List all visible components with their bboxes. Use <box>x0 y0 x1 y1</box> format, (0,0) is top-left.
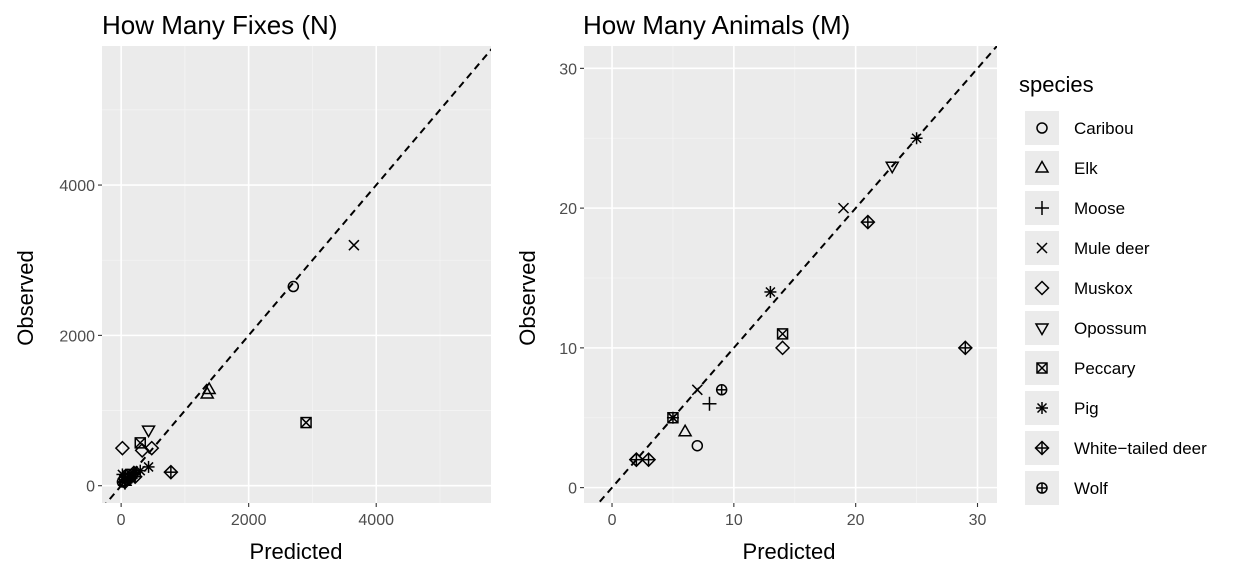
data-points <box>114 239 360 490</box>
y-tick-label: 2000 <box>59 328 95 345</box>
reference-line <box>597 46 997 503</box>
point-muskox <box>144 440 160 456</box>
wolf-legend-icon <box>1036 482 1048 494</box>
legend-key-background <box>1025 111 1059 145</box>
point-muskox <box>775 340 791 356</box>
scatter-plot-animals: How Many Animals (M) 0 10 20 30 0 10 20 30 Pred… <box>515 10 997 564</box>
legend-item-caribou: Caribou <box>1025 111 1134 145</box>
x-tick-label: 20 <box>847 512 865 529</box>
point-wolf <box>126 468 139 481</box>
legend-label: Opossum <box>1074 319 1147 338</box>
point-white-tailed-deer <box>641 452 657 468</box>
point-opossum <box>884 161 900 175</box>
y-tick-label: 30 <box>559 61 577 78</box>
point-pig <box>666 411 679 424</box>
chart-title: How Many Fixes (N) <box>102 10 337 40</box>
x-tick-label: 4000 <box>358 512 394 529</box>
x-tick-label: 0 <box>117 512 126 529</box>
y-axis-title: Observed <box>13 250 38 345</box>
chart-title: How Many Animals (M) <box>583 10 850 40</box>
legend-items: Caribou Elk Moose Mule deer Muskox Opossum Pec… <box>1025 111 1207 505</box>
pig-legend-icon <box>1036 402 1048 414</box>
legend-item-wolf: Wolf <box>1025 471 1108 505</box>
legend-key-background <box>1025 271 1059 305</box>
point-wolf <box>715 384 728 396</box>
legend-item-mule-deer: Mule deer <box>1025 231 1150 265</box>
point-pig <box>142 460 155 473</box>
y-tick-label: 10 <box>559 341 577 358</box>
x-tick-label: 2000 <box>231 512 267 529</box>
x-axis-title: Predicted <box>250 539 343 564</box>
point-pig <box>910 132 923 145</box>
y-tick-label: 0 <box>568 481 577 498</box>
legend-label: Muskox <box>1074 279 1133 298</box>
reference-line <box>105 48 491 503</box>
point-pig <box>764 285 777 298</box>
point-mule-deer <box>691 384 703 396</box>
legend-item-pig: Pig <box>1025 391 1099 425</box>
y-axis-title: Observed <box>515 250 540 345</box>
x-axis-title: Predicted <box>743 539 836 564</box>
point-caribou <box>691 439 704 452</box>
legend-key-background <box>1025 151 1059 185</box>
panel-background <box>102 46 491 503</box>
plot-panel: 0 10 20 30 0 10 20 30 <box>559 46 997 529</box>
point-muskox <box>114 440 130 456</box>
point-opossum <box>141 425 156 439</box>
point-white-tailed-deer <box>860 214 876 230</box>
plot-panel: 0 2000 4000 0 2000 4000 <box>59 46 491 529</box>
point-elk <box>199 385 215 399</box>
legend-item-white-tailed-deer: White−tailed deer <box>1025 431 1207 465</box>
scatter-plot-fixes: How Many Fixes (N) 0 2000 4000 0 2000 4000 Pr… <box>13 10 491 564</box>
x-tick-label: 30 <box>969 512 987 529</box>
point-white-tailed-deer <box>628 452 644 468</box>
x-tick-label: 10 <box>725 512 743 529</box>
y-tick-label: 20 <box>559 201 577 218</box>
legend-label: White−tailed deer <box>1074 439 1207 458</box>
point-elk <box>677 423 693 437</box>
legend-item-moose: Moose <box>1025 191 1125 225</box>
point-white-tailed-deer <box>163 464 179 480</box>
point-wolf <box>116 476 129 488</box>
mule-deer-legend-icon <box>1036 242 1048 254</box>
elk-legend-icon <box>1034 159 1050 173</box>
peccary-legend-icon <box>1036 362 1048 374</box>
data-points <box>628 132 973 468</box>
point-mule-deer <box>837 202 850 214</box>
point-peccary <box>300 416 312 429</box>
x-tick-label: 0 <box>608 512 617 529</box>
y-tick-label: 4000 <box>59 178 95 195</box>
legend-item-opossum: Opossum <box>1025 311 1147 345</box>
opossum-legend-icon <box>1034 323 1050 337</box>
point-peccary <box>776 328 789 340</box>
point-mule-deer <box>348 239 360 251</box>
legend: species Caribou Elk Moose Mule deer Muskox Op… <box>1019 72 1207 505</box>
legend-label: Peccary <box>1074 359 1136 378</box>
legend-label: Wolf <box>1074 479 1108 498</box>
point-moose <box>702 396 717 411</box>
caribou-legend-icon <box>1036 122 1048 134</box>
point-caribou <box>287 280 300 293</box>
panel-background <box>584 46 997 503</box>
y-tick-label: 0 <box>86 479 95 496</box>
legend-label: Elk <box>1074 159 1098 178</box>
legend-label: Caribou <box>1074 119 1134 138</box>
legend-item-muskox: Muskox <box>1025 271 1133 305</box>
legend-item-peccary: Peccary <box>1025 351 1136 385</box>
moose-legend-icon <box>1035 201 1049 215</box>
point-white-tailed-deer <box>957 340 973 356</box>
legend-label: Moose <box>1074 199 1125 218</box>
muskox-legend-icon <box>1034 280 1050 296</box>
legend-label: Mule deer <box>1074 239 1150 258</box>
white-tailed-deer-legend-icon <box>1034 440 1050 456</box>
legend-label: Pig <box>1074 399 1099 418</box>
point-peccary <box>134 437 147 449</box>
legend-item-elk: Elk <box>1025 151 1098 185</box>
legend-key-background <box>1025 311 1059 345</box>
legend-title: species <box>1019 72 1094 97</box>
